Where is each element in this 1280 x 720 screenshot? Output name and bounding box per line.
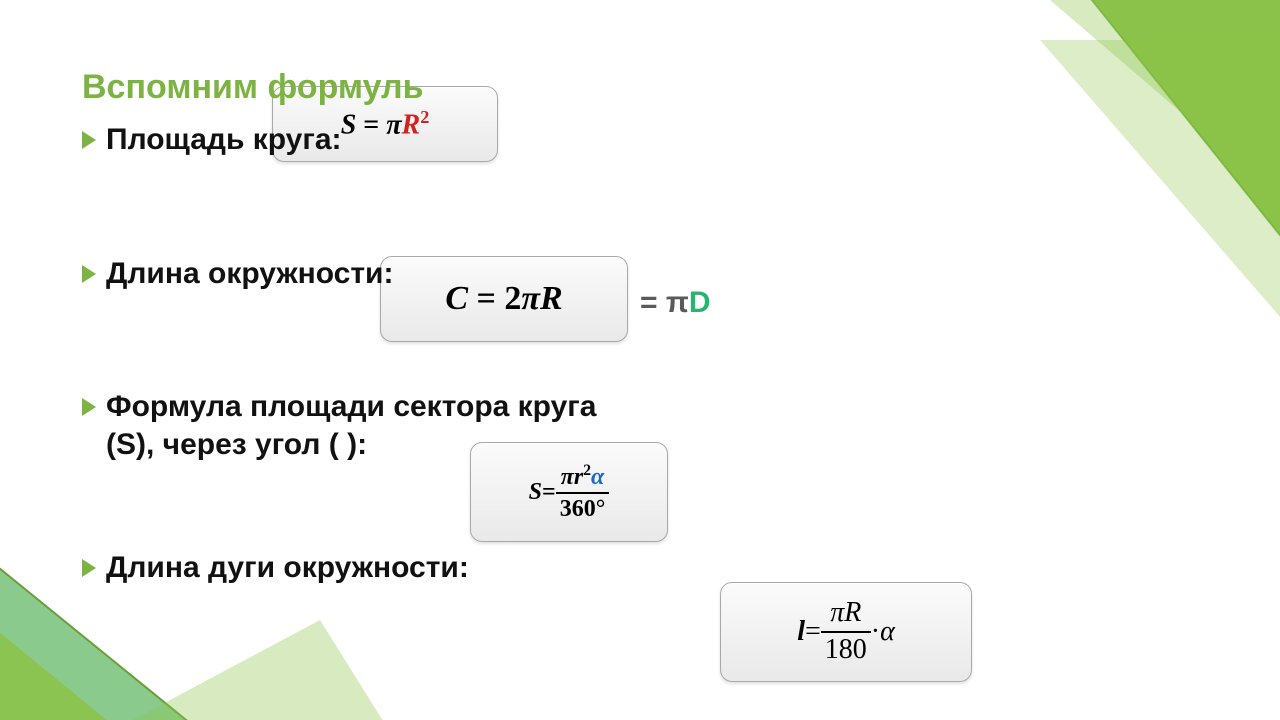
chevron-icon [82, 265, 96, 283]
formula-box-arc: l = πR 180 · α [720, 582, 972, 682]
bullet-circumference: Длина окружности: [82, 255, 1280, 293]
label-arc: Длина дуги окружности: [106, 549, 469, 587]
label-sector: Формула площади сектора круга (S), через… [106, 388, 596, 463]
chevron-icon [82, 398, 96, 416]
chevron-icon [82, 131, 96, 149]
chevron-icon [82, 559, 96, 577]
bg-tri-bl3 [20, 620, 420, 720]
fraction-arc: πR 180 [821, 598, 871, 666]
slide-title: Вспомним формуль [82, 68, 1280, 107]
sym-l: l [797, 616, 805, 648]
bullet-arc: Длина дуги окружности: [82, 549, 1280, 587]
bullet-sector: Формула площади сектора круга (S), через… [82, 388, 1280, 463]
slide-content: Вспомним формуль Площадь круга: Длина ок… [0, 0, 1280, 587]
label-circumference: Длина окружности: [106, 255, 393, 293]
bg-tri-bl2 [0, 600, 180, 720]
bullet-area: Площадь круга: [82, 121, 1280, 159]
sym-alpha: α [880, 616, 895, 648]
label-area: Площадь круга: [106, 121, 342, 159]
